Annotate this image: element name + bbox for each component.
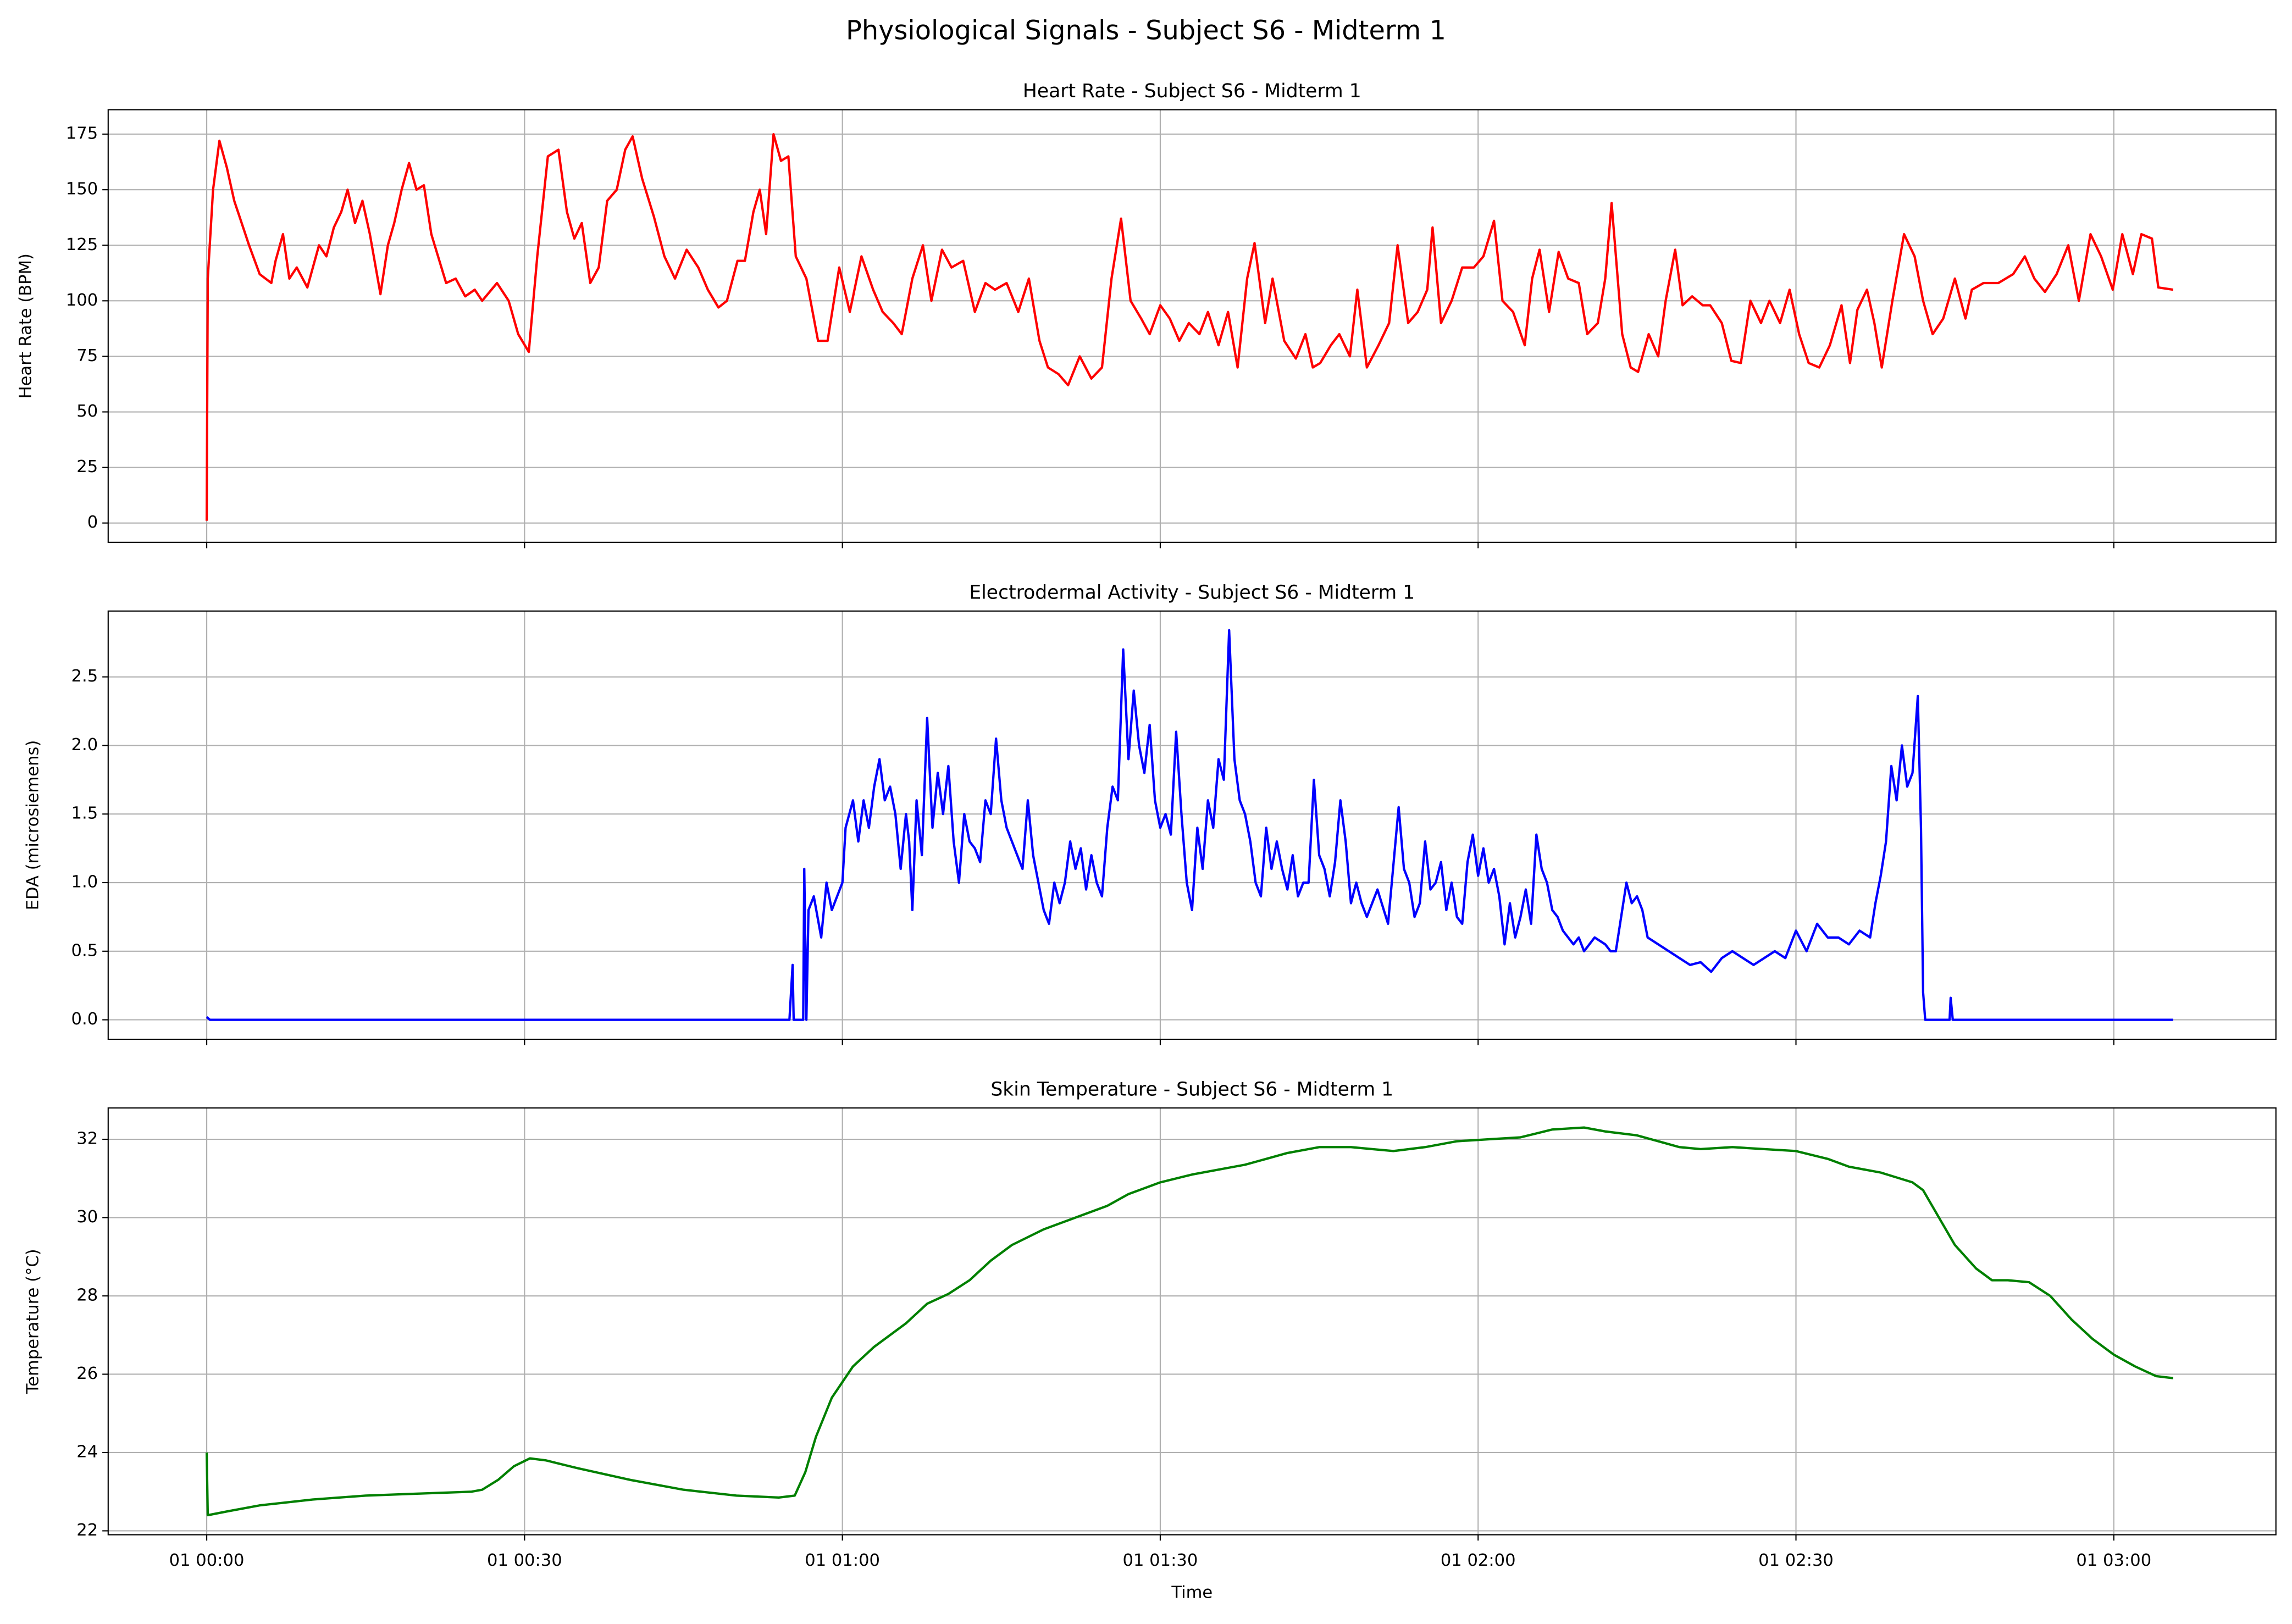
y-tick-label: 0.0 (71, 1010, 98, 1029)
data-line (205, 132, 2174, 521)
x-tick-label: 01 02:30 (1758, 1551, 1834, 1570)
y-tick-label: 125 (66, 235, 98, 254)
y-tick-label: 24 (76, 1442, 98, 1461)
axes-frame (107, 610, 2277, 1040)
y-axis-label: EDA (microsiemens) (24, 740, 43, 911)
y-tick-label: 30 (76, 1207, 98, 1227)
axes-frame (107, 1107, 2277, 1536)
x-tick-label: 01 02:00 (1441, 1551, 1516, 1570)
y-tick-label: 150 (66, 180, 98, 199)
subplot-title: Electrodermal Activity - Subject S6 - Mi… (969, 581, 1415, 603)
x-tick-label: 01 01:30 (1123, 1551, 1198, 1570)
y-tick-label: 1.0 (71, 873, 98, 892)
data-line (205, 1126, 2174, 1517)
y-tick-label: 2.5 (71, 667, 98, 686)
x-tick-label: 01 00:30 (487, 1551, 562, 1570)
y-tick-label: 175 (66, 124, 98, 143)
y-tick-label: 22 (76, 1521, 98, 1540)
subplot-title: Heart Rate - Subject S6 - Midterm 1 (1023, 80, 1361, 102)
x-tick-label: 01 00:00 (169, 1551, 245, 1570)
y-tick-label: 0.5 (71, 941, 98, 960)
y-axis-label: Temperature (°C) (24, 1249, 43, 1394)
y-tick-label: 26 (76, 1364, 98, 1383)
x-axis-label: Time (1171, 1583, 1213, 1602)
y-tick-label: 28 (76, 1286, 98, 1305)
y-tick-label: 32 (76, 1129, 98, 1149)
y-tick-label: 2.0 (71, 735, 98, 755)
y-tick-label: 75 (76, 346, 98, 365)
axes-frame (107, 109, 2277, 543)
subplot-title: Skin Temperature - Subject S6 - Midterm … (990, 1079, 1393, 1101)
x-tick-label: 01 01:00 (805, 1551, 880, 1570)
x-tick-label: 01 03:00 (2076, 1551, 2151, 1570)
y-tick-label: 25 (76, 457, 98, 476)
y-tick-label: 1.5 (71, 804, 98, 823)
figure-title: Physiological Signals - Subject S6 - Mid… (846, 16, 1446, 46)
y-tick-label: 50 (76, 402, 98, 421)
y-axis-label: Heart Rate (BPM) (16, 253, 35, 398)
y-tick-label: 100 (66, 291, 98, 310)
y-tick-label: 0 (87, 513, 98, 532)
data-line (206, 629, 2173, 1021)
